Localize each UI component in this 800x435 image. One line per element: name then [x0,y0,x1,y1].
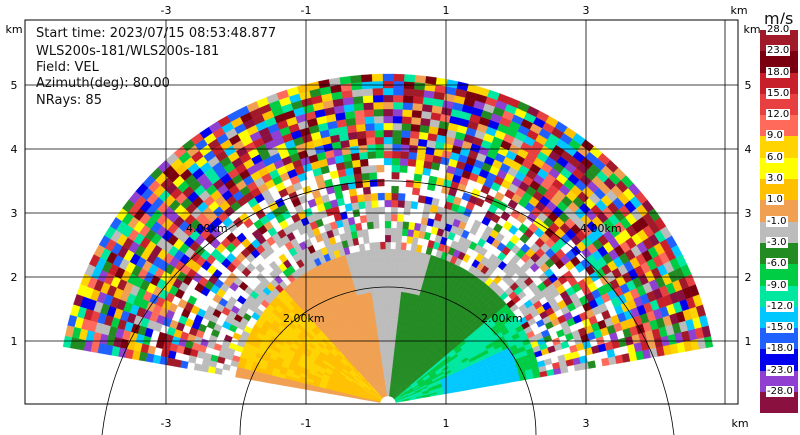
colorbar-level-label: -6.0 [766,258,788,270]
azimuth-text: Azimuth(deg): 80.00 [36,76,170,91]
colorbar-level-label: -9.0 [766,279,788,291]
colorbar-level-label: -28.0 [766,386,794,398]
colorbar-level-label: 15.0 [766,87,791,99]
y-tick-label-right: 1 [745,335,752,348]
y-tick-label-left: 4 [11,143,18,156]
y-tick-label-left: 1 [11,335,18,348]
colorbar-level-label: 6.0 [766,151,784,163]
grid-lines [25,20,738,404]
colorbar-level-label: 12.0 [766,109,791,121]
colorbar-level-label: 9.0 [766,130,784,142]
site-text: WLS200s-181/WLS200s-181 [36,44,220,59]
velocity-scan [62,73,714,403]
x-tick-label-bottom: -1 [301,417,312,430]
colorbar-level-label: -15.0 [766,322,794,334]
range-ring-label: 4.00km [186,222,228,235]
x-tick-label-top: 1 [443,4,450,17]
nrays-text: NRays: 85 [36,93,102,108]
x-tick-label-top: -1 [301,4,312,17]
x-tick-label-bottom: 3 [583,417,590,430]
colorbar-level-label: 3.0 [766,173,784,185]
plot-frame [24,19,739,405]
axis-unit-label: km [730,4,747,17]
axis-unit-label: km [743,23,760,36]
y-tick-label-right: 3 [745,207,752,220]
y-tick-label-right: 2 [745,271,752,284]
range-ring-label: 2.00km [283,312,325,325]
y-tick-label-left: 2 [11,271,18,284]
axis-unit-label: km [5,23,22,36]
colorbar-level-label: -1.0 [766,215,788,227]
y-tick-label-right: 5 [745,79,752,92]
x-tick-label-top: -3 [161,4,172,17]
start-time-text: Start time: 2023/07/15 08:53:48.877 [36,26,277,41]
x-tick-label-bottom: 1 [443,417,450,430]
x-tick-label-top: 3 [583,4,590,17]
colorbar-level-label: -18.0 [766,343,794,355]
colorbar: 28.0 23.0 18.0 15.0 12.0 9.0 6.0 3.0 1.0 -1.0 -3.0… [760,24,798,414]
colorbar-level-label: -23.0 [766,364,794,376]
field-text: Field: VEL [36,60,99,75]
y-tick-label-left: 3 [11,207,18,220]
y-tick-label-right: 4 [745,143,752,156]
colorbar-level-label: 18.0 [766,66,791,78]
x-tick-label-bottom: -3 [161,417,172,430]
colorbar-level: -28.0 [760,386,798,414]
colorbar-level-label: -3.0 [766,236,788,248]
colorbar-level-label: 23.0 [766,45,791,57]
colorbar-level-label: -12.0 [766,300,794,312]
axis-ticks: -3 -3 -1 -1 1 1 3 3 1 1 2 2 3 3 4 4 5 5 km km km km [5,4,760,430]
axis-unit-label: km [731,417,748,430]
y-tick-label-left: 5 [11,79,18,92]
colorbar-unit: m/s [764,9,794,28]
colorbar-level-label: 1.0 [766,194,784,206]
colorbar-level-label: 28.0 [766,24,791,35]
range-ring-label: 2.00km [481,312,523,325]
range-rings: 2.00km 2.00km 4.00km 4.00km [101,180,675,435]
range-ring-label: 4.00km [580,222,622,235]
